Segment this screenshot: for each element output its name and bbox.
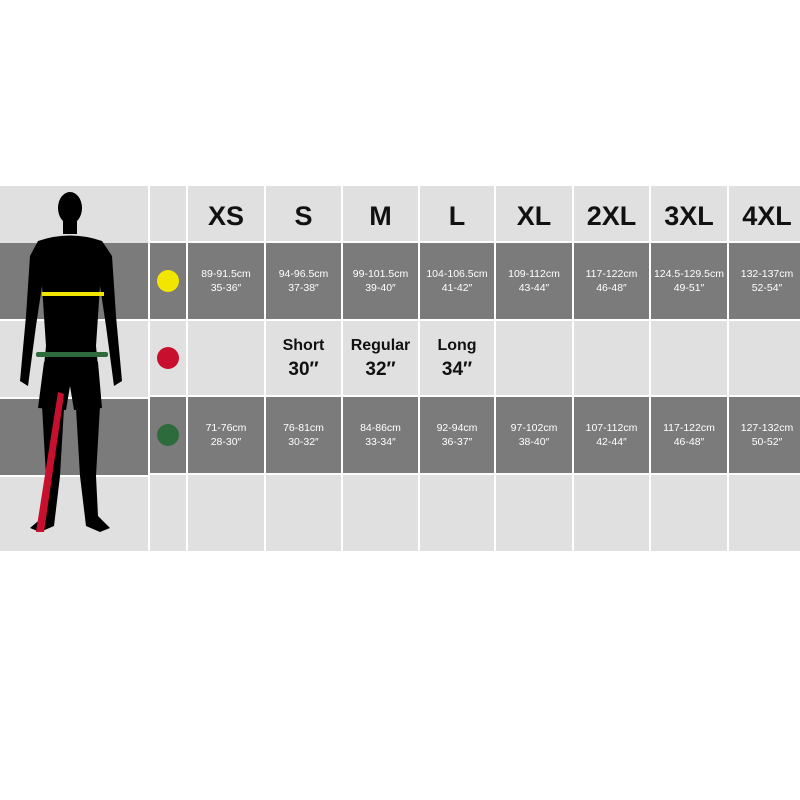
size-header-xs: XS xyxy=(188,186,264,241)
empty-cell xyxy=(150,475,186,551)
waist-inches: 46-48″ xyxy=(673,436,705,448)
empty-cell xyxy=(651,475,727,551)
waist-cell: 107-112cm 42-44″ xyxy=(574,397,649,473)
chest-cm: 117-122cm xyxy=(585,268,638,280)
chest-cm: 94-96.5cm xyxy=(278,268,329,280)
size-label: 4XL xyxy=(742,201,792,231)
size-header-xl: XL xyxy=(496,186,572,241)
waist-inches: 30-32″ xyxy=(288,436,319,448)
waist-cell: 127-132cm 50-52″ xyxy=(729,397,800,473)
chest-cell: 132-137cm 52-54″ xyxy=(729,243,800,319)
chest-cell: 99-101.5cm 39-40″ xyxy=(343,243,418,319)
inseam-cell: Short 30″ xyxy=(266,321,341,395)
chest-inches: 46-48″ xyxy=(596,282,627,294)
size-header-3xl: 3XL xyxy=(651,186,727,241)
waist-inches: 50-52″ xyxy=(751,436,783,448)
empty-cell xyxy=(729,475,800,551)
inseam-value: 32″ xyxy=(365,359,396,380)
size-label: XL xyxy=(516,201,552,231)
chest-inches: 37-38″ xyxy=(288,282,319,294)
inseam-dot-icon xyxy=(157,347,179,369)
size-label: S xyxy=(294,201,313,231)
chest-inches: 35-36″ xyxy=(210,282,242,294)
waist-inches: 33-34″ xyxy=(365,436,396,448)
inseam-value: 30″ xyxy=(288,359,319,380)
chest-dot-cell xyxy=(150,243,186,319)
size-header-l: L xyxy=(420,186,494,241)
male-silhouette-icon xyxy=(20,192,122,532)
chest-cell: 109-112cm 43-44″ xyxy=(496,243,572,319)
chest-inches: 43-44″ xyxy=(518,282,550,294)
chest-inches: 49-51″ xyxy=(673,282,705,294)
waist-cm: 92-94cm xyxy=(436,422,478,434)
waist-cm: 127-132cm xyxy=(740,422,794,434)
chest-dot-icon xyxy=(157,270,179,292)
size-chart-table: XS S M L XL 2XL 3XL 4XL 89-91.5cm 35-36″ 94-96.5cm… xyxy=(0,186,800,551)
empty-cell xyxy=(420,475,494,551)
chest-inches: 52-54″ xyxy=(751,282,783,294)
chest-inches: 41-42″ xyxy=(441,282,473,294)
dot-header-cell xyxy=(150,186,186,241)
waist-dot-cell xyxy=(150,397,186,473)
chest-cell: 104-106.5cm 41-42″ xyxy=(420,243,494,319)
inseam-dot-cell xyxy=(150,321,186,395)
inseam-cell xyxy=(188,321,264,395)
size-header-s: S xyxy=(266,186,341,241)
inseam-cell xyxy=(574,321,649,395)
inseam-cell xyxy=(729,321,800,395)
chest-cm: 99-101.5cm xyxy=(352,268,409,280)
waist-cm: 97-102cm xyxy=(510,422,558,434)
inseam-cell: Regular 32″ xyxy=(343,321,418,395)
inseam-cell xyxy=(651,321,727,395)
waist-cell: 92-94cm 36-37″ xyxy=(420,397,494,473)
chest-cm: 109-112cm xyxy=(508,268,560,280)
chest-cell: 89-91.5cm 35-36″ xyxy=(188,243,264,319)
chest-inches: 39-40″ xyxy=(365,282,396,294)
chest-cm: 104-106.5cm xyxy=(426,268,488,280)
size-header-2xl: 2XL xyxy=(574,186,649,241)
inseam-cell xyxy=(496,321,572,395)
waist-inches: 28-30″ xyxy=(210,436,242,448)
chest-cell: 124.5-129.5cm 49-51″ xyxy=(651,243,727,319)
chest-cm: 89-91.5cm xyxy=(201,268,251,280)
inseam-cell: Long 34″ xyxy=(420,321,494,395)
size-label: M xyxy=(369,201,392,231)
size-label: 3XL xyxy=(664,201,714,231)
size-label: XS xyxy=(207,201,245,231)
body-figure xyxy=(0,186,148,551)
empty-cell xyxy=(266,475,341,551)
empty-cell xyxy=(188,475,264,551)
chest-cm: 132-137cm xyxy=(740,268,794,280)
chest-cell: 94-96.5cm 37-38″ xyxy=(266,243,341,319)
waist-inches: 38-40″ xyxy=(518,436,550,448)
size-label: L xyxy=(448,201,466,231)
inseam-label: Short xyxy=(282,337,325,354)
waist-cell: 97-102cm 38-40″ xyxy=(496,397,572,473)
empty-cell xyxy=(343,475,418,551)
waist-cm: 117-122cm xyxy=(663,422,715,434)
inseam-label: Long xyxy=(437,337,477,354)
waist-cm: 107-112cm xyxy=(585,422,638,434)
size-header-m: M xyxy=(343,186,418,241)
waist-inches: 36-37″ xyxy=(441,436,473,448)
empty-cell xyxy=(496,475,572,551)
waist-cell: 71-76cm 28-30″ xyxy=(188,397,264,473)
waist-inches: 42-44″ xyxy=(596,436,627,448)
inseam-value: 34″ xyxy=(441,359,473,380)
chest-cm: 124.5-129.5cm xyxy=(653,268,725,280)
chest-cell: 117-122cm 46-48″ xyxy=(574,243,649,319)
waist-cm: 76-81cm xyxy=(283,422,324,434)
inseam-label: Regular xyxy=(350,337,411,354)
size-label: 2XL xyxy=(586,201,637,231)
waist-dot-icon xyxy=(157,424,179,446)
empty-cell xyxy=(574,475,649,551)
waist-cell: 84-86cm 33-34″ xyxy=(343,397,418,473)
waist-cm: 71-76cm xyxy=(205,422,247,434)
waist-cell: 76-81cm 30-32″ xyxy=(266,397,341,473)
waist-cm: 84-86cm xyxy=(360,422,401,434)
waist-cell: 117-122cm 46-48″ xyxy=(651,397,727,473)
size-header-4xl: 4XL xyxy=(729,186,800,241)
